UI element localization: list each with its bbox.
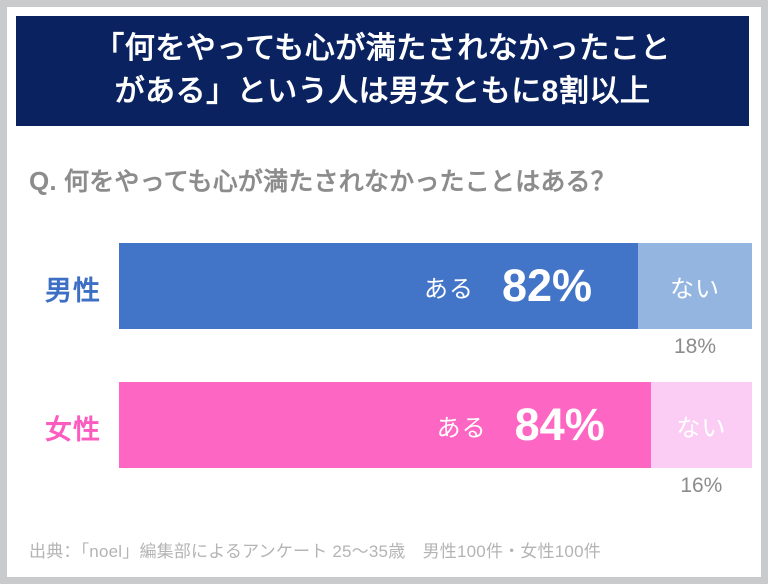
bar-segment-male-nai-value: 18% (674, 335, 717, 358)
row-label-female: 女性 (45, 415, 101, 445)
headline-line-1: 「何をやっても心が満たされなかったこと (94, 32, 671, 66)
headline-line-2: がある」という人は男女ともに8割以上 (114, 75, 651, 108)
bar-segment-female-nai-value: 16% (680, 474, 723, 497)
bar-segment-male-aru-value: 82% (501, 260, 593, 311)
stacked-bar-chart: 男性 ある 82% ない 18% 女性 ある 84% (7, 7, 761, 577)
bar-segment-male-nai: ない 18% (638, 243, 752, 358)
bar-female: ある 84% ない 16% (119, 382, 752, 497)
question-body: 何をやっても心が満たされなかったことはある？ (64, 168, 616, 196)
bar-segment-female-aru: ある 84% (119, 382, 651, 468)
headline-banner: 「何をやっても心が満たされなかったこと がある」という人は男女ともに8割以上 (16, 16, 749, 126)
row-label-male: 男性 (45, 276, 101, 306)
question-prefix: Q. (29, 166, 57, 196)
bar-segment-female-aru-value: 84% (514, 399, 605, 450)
source-note: 出典：「noel」編集部によるアンケート 25〜35歳 男性100件・女性100… (29, 542, 601, 561)
bar-segment-male-nai-label: ない (670, 275, 721, 303)
bar-segment-female-nai-label: ない (676, 414, 727, 442)
question-text: Q. 何をやっても心が満たされなかったことはある？ (29, 162, 749, 198)
bar-segment-female-nai: ない 16% (650, 382, 752, 497)
bar-segment-female-aru-label: ある (436, 414, 487, 442)
bar-segment-male-aru: ある 82% (119, 243, 639, 329)
bar-male: ある 82% ない 18% (119, 243, 752, 358)
bar-segment-male-aru-label: ある (423, 275, 474, 303)
